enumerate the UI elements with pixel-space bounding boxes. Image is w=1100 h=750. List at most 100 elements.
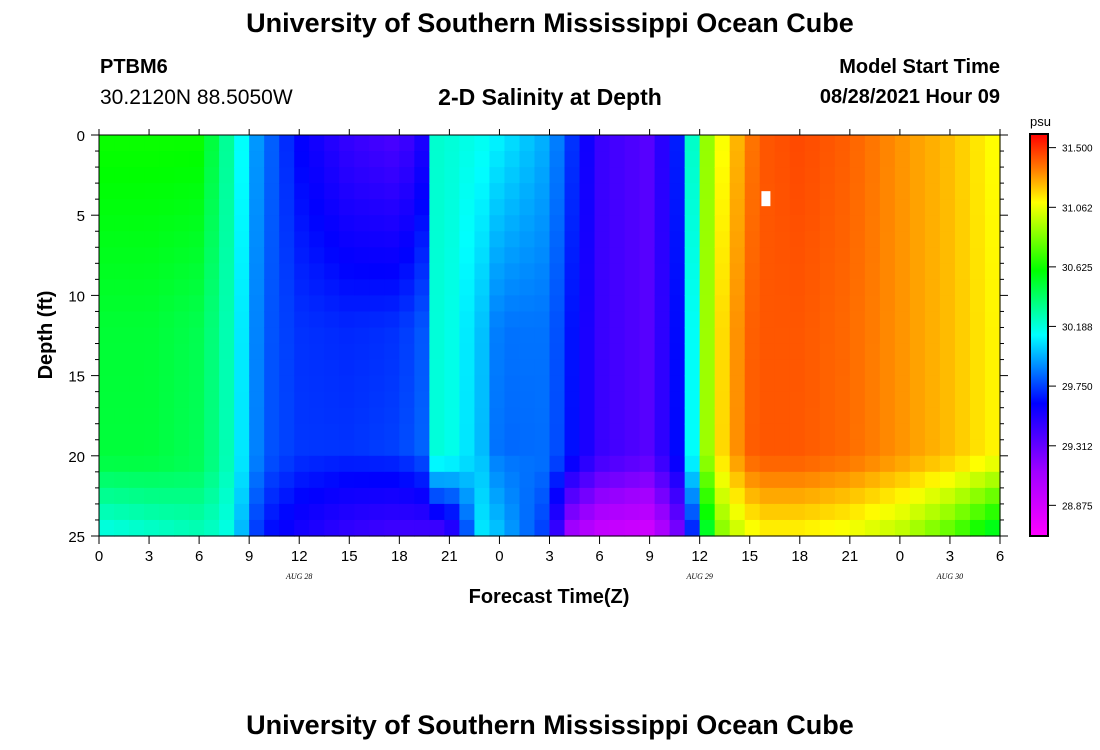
heatmap-cell (204, 519, 220, 537)
heatmap-cell (909, 215, 926, 232)
heatmap-cell (489, 519, 506, 537)
heatmap-cell (204, 327, 220, 345)
heatmap-cell (759, 375, 776, 393)
heatmap-cell (339, 375, 355, 393)
heatmap-cell (534, 503, 551, 521)
heatmap-cell (819, 215, 836, 232)
heatmap-cell (744, 231, 761, 248)
heatmap-cell (129, 455, 145, 473)
heatmap-cell (774, 311, 791, 329)
heatmap-cell (144, 423, 160, 441)
heatmap-cell (504, 279, 521, 296)
heatmap-cell (624, 327, 641, 345)
heatmap-cell (654, 135, 671, 152)
heatmap-cell (984, 311, 1001, 329)
heatmap-cell (354, 135, 370, 152)
heatmap-cell (654, 407, 671, 425)
heatmap-cell (879, 295, 896, 313)
heatmap-cell (429, 247, 445, 264)
heatmap-cell (834, 455, 851, 473)
heatmap-cell (849, 375, 866, 393)
heatmap-cell (804, 135, 821, 152)
heatmap-cell (444, 375, 460, 393)
heatmap-cell (399, 519, 415, 537)
heatmap-cell (474, 263, 491, 280)
heatmap-cell (279, 359, 295, 377)
heatmap-cell (954, 439, 971, 457)
heatmap-cell (444, 391, 460, 409)
heatmap-cell (159, 391, 175, 409)
heatmap-cell (114, 135, 130, 152)
heatmap-cell (864, 359, 881, 377)
x-tick-label: 21 (841, 548, 858, 565)
heatmap-cell (309, 391, 325, 409)
heatmap-cell (99, 471, 115, 489)
heatmap-cell (159, 215, 175, 232)
heatmap-cell (939, 359, 956, 377)
heatmap-cell (534, 231, 551, 248)
heatmap-cell (564, 327, 581, 345)
heatmap-cell (429, 311, 445, 329)
heatmap-cell (399, 375, 415, 393)
heatmap-cell (339, 455, 355, 473)
heatmap-cell (354, 391, 370, 409)
heatmap-cell (174, 519, 190, 537)
heatmap-cell (414, 343, 430, 361)
heatmap-cell (459, 455, 476, 473)
heatmap-cell (894, 391, 911, 409)
heatmap-cell (309, 343, 325, 361)
heatmap-cell (234, 199, 250, 216)
heatmap-cell (639, 471, 656, 489)
heatmap-cell (414, 391, 430, 409)
heatmap-cell (774, 487, 791, 505)
heatmap-cell (579, 135, 596, 152)
heatmap-cell (654, 167, 671, 184)
heatmap-cell (174, 183, 190, 200)
heatmap-cell (429, 487, 445, 505)
colorbar-tick-label: 29.312 (1062, 442, 1093, 453)
heatmap-cell (654, 519, 671, 537)
heatmap-cell (309, 311, 325, 329)
heatmap-cell (429, 151, 445, 168)
heatmap-cell (984, 455, 1001, 473)
heatmap-cell (714, 375, 731, 393)
heatmap-cell (849, 199, 866, 216)
heatmap-cell (309, 135, 325, 152)
y-tick-label: 20 (68, 449, 85, 466)
heatmap-cell (684, 471, 701, 489)
heatmap-cell (534, 279, 551, 296)
heatmap-cell (594, 455, 611, 473)
heatmap-cell (324, 391, 340, 409)
heatmap-cell (744, 455, 761, 473)
heatmap-cell (294, 343, 310, 361)
heatmap-cell (519, 487, 536, 505)
heatmap-cell (894, 343, 911, 361)
heatmap-cell (234, 183, 250, 200)
heatmap-cell (954, 455, 971, 473)
heatmap-cell (774, 247, 791, 264)
heatmap-cell (279, 263, 295, 280)
heatmap-cell (759, 279, 776, 296)
heatmap-cell (969, 247, 986, 264)
heatmap-cell (264, 279, 280, 296)
heatmap-cell (129, 231, 145, 248)
heatmap-cell (744, 439, 761, 457)
heatmap-cell (549, 183, 566, 200)
heatmap-cell (714, 231, 731, 248)
heatmap-cell (159, 311, 175, 329)
heatmap-cell (789, 279, 806, 296)
heatmap-cell (924, 359, 941, 377)
heatmap-cell (894, 503, 911, 521)
heatmap-cell (879, 375, 896, 393)
x-tick-label: 12 (691, 548, 708, 565)
heatmap-cell (489, 439, 506, 457)
heatmap-cell (249, 343, 265, 361)
heatmap-cell (429, 295, 445, 313)
heatmap-cell (579, 183, 596, 200)
heatmap-cell (969, 503, 986, 521)
heatmap-cell (534, 439, 551, 457)
heatmap-cell (549, 311, 566, 329)
heatmap-cell (354, 151, 370, 168)
heatmap-cell (294, 487, 310, 505)
heatmap-cell (669, 519, 686, 537)
